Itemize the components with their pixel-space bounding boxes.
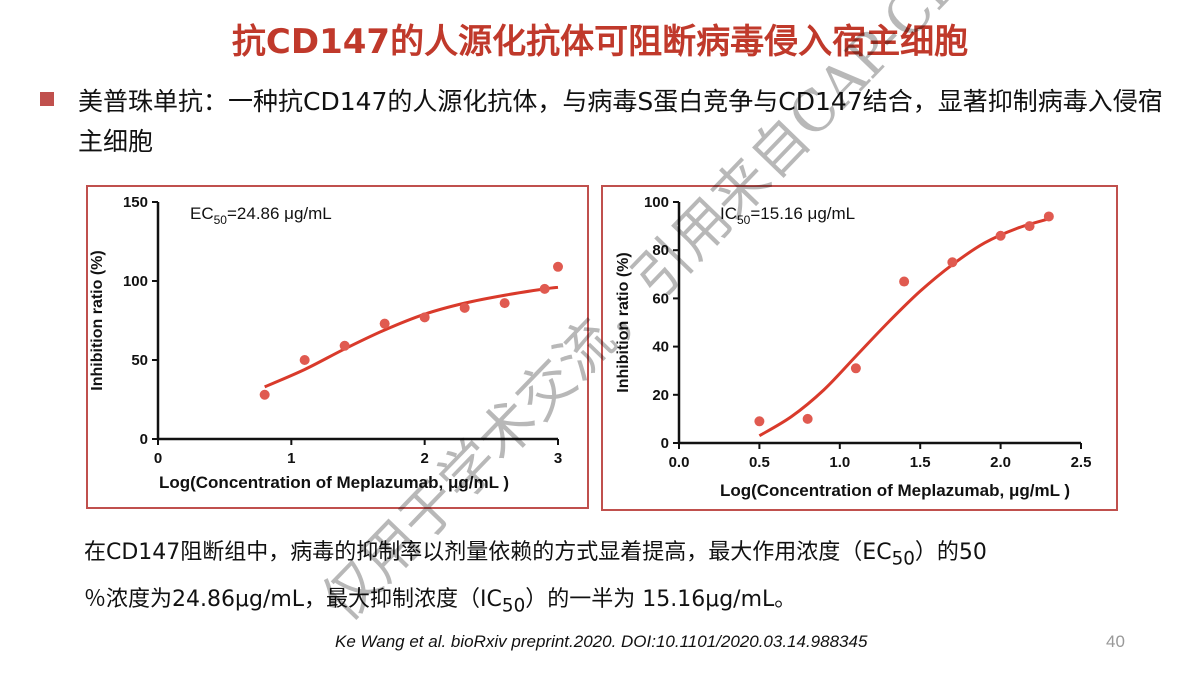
data-point (339, 340, 350, 351)
x-tick-label: 1 (287, 450, 295, 467)
x-tick-label: 2.0 (990, 454, 1011, 471)
x-tick-label: 0 (154, 450, 162, 467)
x-tick-label: 2 (420, 450, 428, 467)
y-tick-label: 20 (652, 387, 669, 404)
y-tick-label: 60 (652, 290, 669, 307)
data-point (499, 298, 510, 309)
data-point (802, 413, 813, 424)
y-tick-label: 0 (140, 431, 148, 448)
data-point (539, 283, 550, 294)
y-axis-label: Inhibition ratio (%) (615, 252, 632, 392)
body-sub-2: 50 (501, 595, 526, 617)
data-point (899, 276, 910, 287)
annotation-suffix: =24.86 μg/mL (227, 204, 332, 223)
x-tick-label: 3 (554, 450, 562, 467)
data-point (259, 389, 270, 400)
data-point (754, 416, 765, 427)
annotation-label: EC50=24.86 μg/mL (190, 204, 332, 227)
bullet-square-icon (40, 92, 54, 106)
chart-ic50: 0.0 0.5 1.0 1.5 2.0 2.5 0 20 40 60 80 100 Log(Concen… (615, 194, 1092, 500)
data-point (1024, 221, 1035, 232)
bullet-text: 美普珠单抗：一种抗CD147的人源化抗体，与病毒S蛋白竞争与CD147结合，显著… (78, 87, 1163, 156)
body-text-2: ）的50 (914, 540, 987, 565)
annotation-prefix: EC (190, 204, 214, 223)
data-point (379, 318, 390, 329)
data-point (1043, 211, 1054, 222)
annotation-subscript: 50 (737, 213, 751, 227)
chart-ec50: 0 1 2 3 0 50 100 150 Log(Concentration of Meplaz… (89, 194, 563, 492)
data-point (459, 302, 470, 313)
annotation-subscript: 50 (214, 213, 228, 227)
x-tick-label: 1.0 (829, 454, 850, 471)
y-axis-label: Inhibition ratio (%) (89, 250, 106, 390)
y-tick-label: 100 (644, 194, 669, 211)
data-point (419, 312, 430, 323)
y-tick-label: 50 (131, 352, 148, 369)
y-tick-label: 100 (123, 273, 148, 290)
data-point (947, 257, 958, 268)
x-axis-label: Log(Concentration of Meplazumab, μg/mL ) (159, 473, 509, 492)
annotation-label: IC50=15.16 μg/mL (720, 204, 855, 227)
x-tick-label: 0.5 (749, 454, 770, 471)
y-tick-label: 80 (652, 242, 669, 259)
data-point (299, 355, 310, 365)
citation: Ke Wang et al. bioRxiv preprint.2020. DO… (335, 632, 868, 651)
page-number: 40 (1106, 632, 1125, 651)
data-point (995, 230, 1006, 241)
annotation-suffix: =15.16 μg/mL (750, 204, 855, 223)
annotation-prefix: IC (720, 204, 737, 223)
x-tick-label: 2.5 (1071, 454, 1092, 471)
data-point (850, 363, 861, 374)
slide-title: 抗CD147的人源化抗体可阻断病毒侵入宿主细胞 (231, 22, 969, 62)
y-tick-label: 0 (661, 435, 669, 452)
fit-curve (758, 217, 1050, 438)
y-tick-label: 150 (123, 194, 148, 211)
x-tick-label: 0.0 (669, 454, 690, 471)
body-text-4: ）的一半为 15.16μg/mL。 (525, 587, 797, 613)
chart-panel-left: 0 1 2 3 0 50 100 150 Log(Concentration of Meplaz… (86, 185, 589, 509)
body-paragraph: 在CD147阻断组中，病毒的抑制率以剂量依赖的方式显着提高，最大作用浓度（EC5… (84, 532, 1184, 627)
data-point (553, 261, 563, 272)
body-sub-1: 50 (891, 548, 915, 570)
chart-panel-right: 0.0 0.5 1.0 1.5 2.0 2.5 0 20 40 60 80 100 Log(Concen… (601, 185, 1118, 511)
body-text-1: 在CD147阻断组中，病毒的抑制率以剂量依赖的方式显着提高，最大作用浓度（EC (84, 540, 892, 565)
y-tick-label: 40 (652, 339, 669, 356)
x-tick-label: 1.5 (910, 454, 931, 471)
body-text-3: ％浓度为24.86μg/mL，最大抑制浓度（IC (84, 587, 502, 613)
x-axis-label: Log(Concentration of Meplazumab, μg/mL ) (720, 481, 1070, 500)
